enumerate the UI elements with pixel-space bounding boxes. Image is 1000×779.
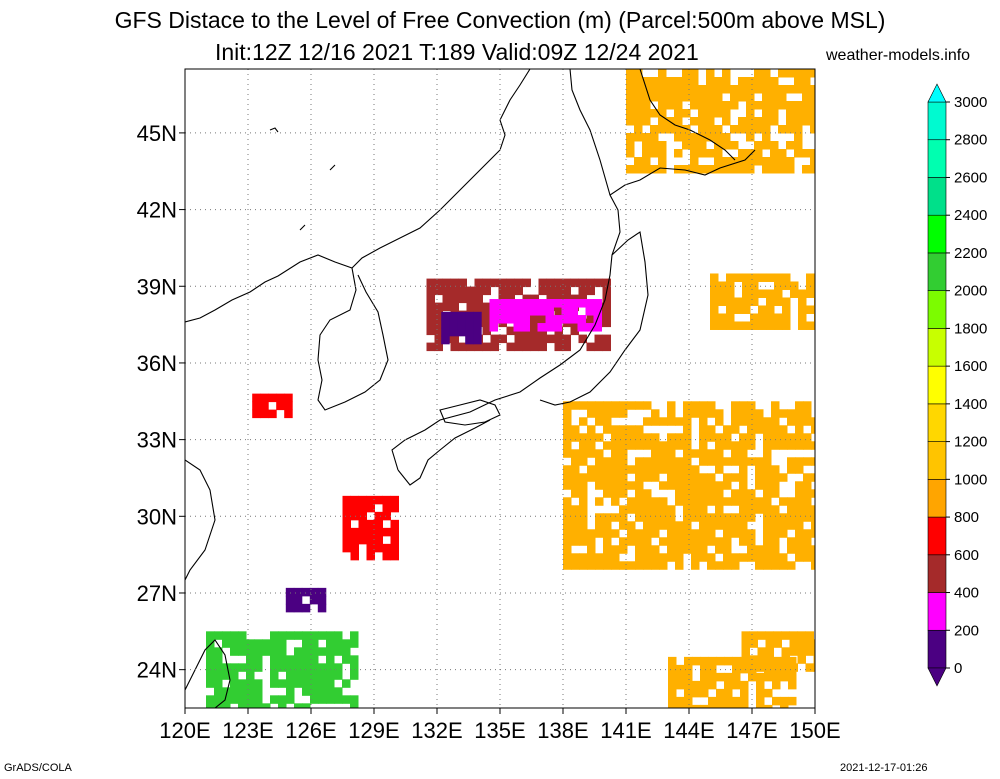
lat-tick-label: 42N: [137, 198, 177, 223]
field-kuril-orange: [626, 69, 815, 174]
colorbar-label: 1200: [954, 434, 987, 451]
lon-tick-label: 144E: [663, 718, 714, 743]
colorbar-label: 2400: [954, 207, 987, 224]
lat-tick-label: 27N: [137, 581, 177, 606]
field-sea-of-japan-purple: [441, 311, 482, 345]
lat-tick-label: 30N: [137, 504, 177, 529]
lon-tick-label: 138E: [537, 718, 588, 743]
colorbar-min-arrow: [927, 667, 947, 687]
colorbar-label: 1800: [954, 320, 987, 337]
colorbar-swatch: [927, 554, 947, 593]
footer-timestamp: 2021-12-17-01:26: [840, 762, 928, 774]
colorbar-label: 3000: [954, 94, 987, 111]
colorbar-label: 0: [954, 660, 962, 677]
colorbar-label: 1600: [954, 358, 987, 375]
lat-tick-label: 36N: [137, 351, 177, 376]
coastline: [185, 69, 756, 708]
lon-tick-label: 147E: [726, 718, 777, 743]
colorbar-label: 400: [954, 585, 979, 602]
colorbar-label: 1400: [954, 396, 987, 413]
colorbar-label: 2200: [954, 245, 987, 262]
lon-tick-label: 132E: [411, 718, 462, 743]
colorbar-swatch: [927, 479, 947, 518]
colorbar-swatch: [927, 139, 947, 178]
lon-tick-label: 126E: [285, 718, 336, 743]
colorbar-swatch: [927, 252, 947, 291]
colorbar-swatch: [927, 629, 947, 669]
lon-tick-label: 129E: [348, 718, 399, 743]
colorbar-swatch: [927, 101, 947, 141]
lon-tick-label: 123E: [222, 718, 273, 743]
lat-tick-label: 39N: [137, 274, 177, 299]
colorbar-swatch: [927, 516, 947, 556]
colorbar-label: 200: [954, 622, 979, 639]
site-credit: weather-models.info: [826, 47, 971, 64]
colorbar-label: 1000: [954, 471, 987, 488]
field-korea-west-red: [252, 393, 293, 419]
colorbar-label: 2000: [954, 283, 987, 300]
colorbar: 0 200 400 600 800 1000 1200 1400 1600 1800 2000 220…: [927, 83, 987, 687]
field-kyushu-red: [342, 495, 399, 561]
lat-tick-label: 45N: [137, 121, 177, 146]
colorbar-swatch: [927, 177, 947, 216]
lon-tick-label: 120E: [159, 718, 210, 743]
field-pacific-orange-band: [563, 401, 815, 570]
lon-tick-label: 141E: [600, 718, 651, 743]
colorbar-max-arrow: [927, 83, 947, 103]
colorbar-swatch: [927, 290, 947, 329]
colorbar-swatch: [927, 403, 947, 442]
chart-subtitle: Init:12Z 12/16 2021 T:189 Valid:09Z 12/2…: [215, 39, 699, 65]
field-east-orange: [710, 273, 815, 330]
field-ryukyu-purple: [285, 587, 327, 613]
graticule: [185, 69, 815, 708]
lon-tick-label: 135E: [474, 718, 525, 743]
lfc-field-layer: [206, 69, 815, 708]
footer-software: GrADS/COLA: [4, 762, 72, 774]
chart-title: GFS Distace to the Level of Free Convect…: [114, 7, 886, 33]
field-south-east-orange: [741, 631, 815, 672]
lon-tick-label: 150E: [789, 718, 840, 743]
colorbar-label: 600: [954, 547, 979, 564]
colorbar-swatch: [927, 441, 947, 480]
axis-ticks: 120E 123E 126E 129E 132E 135E 138E 141E 144E 147E…: [137, 121, 841, 743]
colorbar-swatch: [927, 592, 947, 631]
colorbar-swatch: [927, 214, 947, 254]
colorbar-label: 2800: [954, 132, 987, 149]
field-sea-of-japan-magenta: [489, 299, 602, 332]
colorbar-swatch: [927, 328, 947, 367]
lat-tick-label: 33N: [137, 428, 177, 453]
lat-tick-label: 24N: [137, 658, 177, 683]
colorbar-label: 2600: [954, 169, 987, 186]
field-taiwan-green: [206, 631, 359, 708]
colorbar-swatch: [927, 365, 947, 405]
colorbar-label: 800: [954, 509, 979, 526]
